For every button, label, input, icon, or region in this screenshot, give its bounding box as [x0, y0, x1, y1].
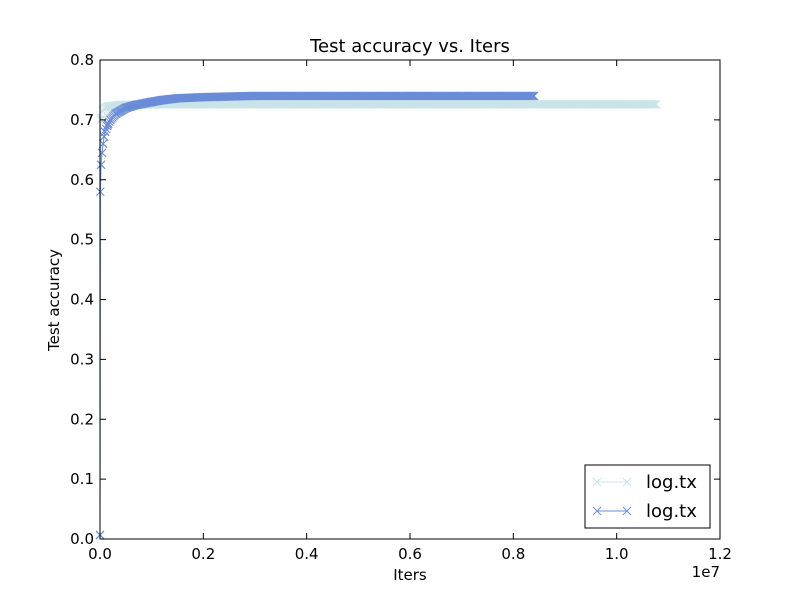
x-axis-offset-label: 1e7 [692, 563, 720, 581]
legend-marker [592, 506, 602, 516]
x-axis-title: Iters [393, 566, 427, 584]
legend-marker [622, 506, 632, 516]
legend-marker [592, 477, 602, 487]
series-1-point [147, 97, 157, 107]
legend-entry-1: log.tx [592, 501, 697, 522]
y-tick-label: 0.1 [70, 470, 94, 488]
series-0-point [250, 99, 260, 109]
series-1-point [105, 115, 115, 125]
series-0-point [457, 99, 467, 109]
series-0 [95, 99, 661, 541]
series-1-point [405, 91, 415, 101]
series-1-point [97, 148, 107, 158]
series-1-point [100, 127, 110, 137]
series-1-point [353, 91, 363, 101]
series-1-point [103, 120, 113, 130]
series-1-point [526, 91, 536, 101]
series-1-point [102, 121, 112, 131]
series-1-point [302, 91, 312, 101]
series-1-point [111, 109, 120, 119]
y-tick-label: 0.0 [70, 530, 94, 548]
series-1-point [525, 91, 535, 101]
ticks-layer: 0.0 0.2 0.4 0.6 0.8 1.0 1.2 0.0 0.1 0.2 0.3 0.4 0.5 0… [70, 51, 732, 563]
series-0-point [302, 99, 312, 109]
legend-frame [584, 464, 711, 529]
x-tick-label: 1.0 [605, 545, 629, 563]
series-1-point [508, 91, 518, 101]
y-axis-title: Test accuracy [45, 249, 63, 352]
series-1-point [157, 95, 167, 105]
chart-title: Test accuracy vs. Iters [309, 36, 510, 57]
series-1-point [198, 92, 208, 102]
series-1-point [457, 91, 467, 101]
legend-label: log.tx [646, 501, 697, 522]
y-tick-label: 0.3 [70, 350, 94, 368]
x-tick-label: 0.8 [501, 545, 525, 563]
series-line-1 [99, 95, 534, 535]
series-0-point [651, 99, 661, 109]
series-1-point [96, 160, 106, 170]
series-1-point [528, 91, 538, 101]
legend-entry-0: log.tx [592, 472, 697, 493]
y-tick-label: 0.2 [70, 410, 94, 428]
series-1-point [224, 92, 234, 101]
legend-label: log.tx [646, 472, 697, 493]
x-tick-label: 0.6 [398, 545, 422, 563]
series-1 [95, 91, 539, 540]
series-0-point [612, 99, 622, 109]
series-1-point [529, 91, 539, 101]
y-tick-label: 0.7 [70, 111, 94, 129]
x-tick-label: 0.4 [295, 545, 319, 563]
series-1-point [173, 93, 182, 103]
legend-entries: log.tx log.tx [592, 472, 697, 522]
series-0-point [405, 99, 415, 109]
x-tick-label: 0.0 [88, 545, 112, 563]
series-1-point [250, 91, 260, 101]
series-0-point [648, 99, 658, 109]
series-0-point [353, 99, 363, 109]
series-1-point [116, 106, 126, 116]
series-1-point [131, 100, 141, 110]
series-0-point [508, 99, 518, 109]
series-0-point [647, 99, 657, 109]
x-tick-label: 1.2 [708, 545, 732, 563]
series-0-point [103, 102, 113, 112]
series-1-point [527, 91, 537, 101]
series-0-point [560, 99, 570, 109]
y-tick-label: 0.5 [70, 231, 94, 249]
series-1-point [121, 103, 131, 113]
y-tick-label: 0.8 [70, 51, 94, 69]
legend: log.tx log.tx [584, 464, 711, 529]
series-0-point [100, 103, 110, 113]
series-layer [95, 91, 661, 541]
series-0-point [650, 99, 659, 109]
y-tick-label: 0.4 [70, 291, 94, 309]
x-tick-label: 0.2 [191, 545, 215, 563]
series-line-0 [99, 103, 656, 537]
y-tick-label: 0.6 [70, 171, 94, 189]
legend-marker [622, 477, 632, 487]
